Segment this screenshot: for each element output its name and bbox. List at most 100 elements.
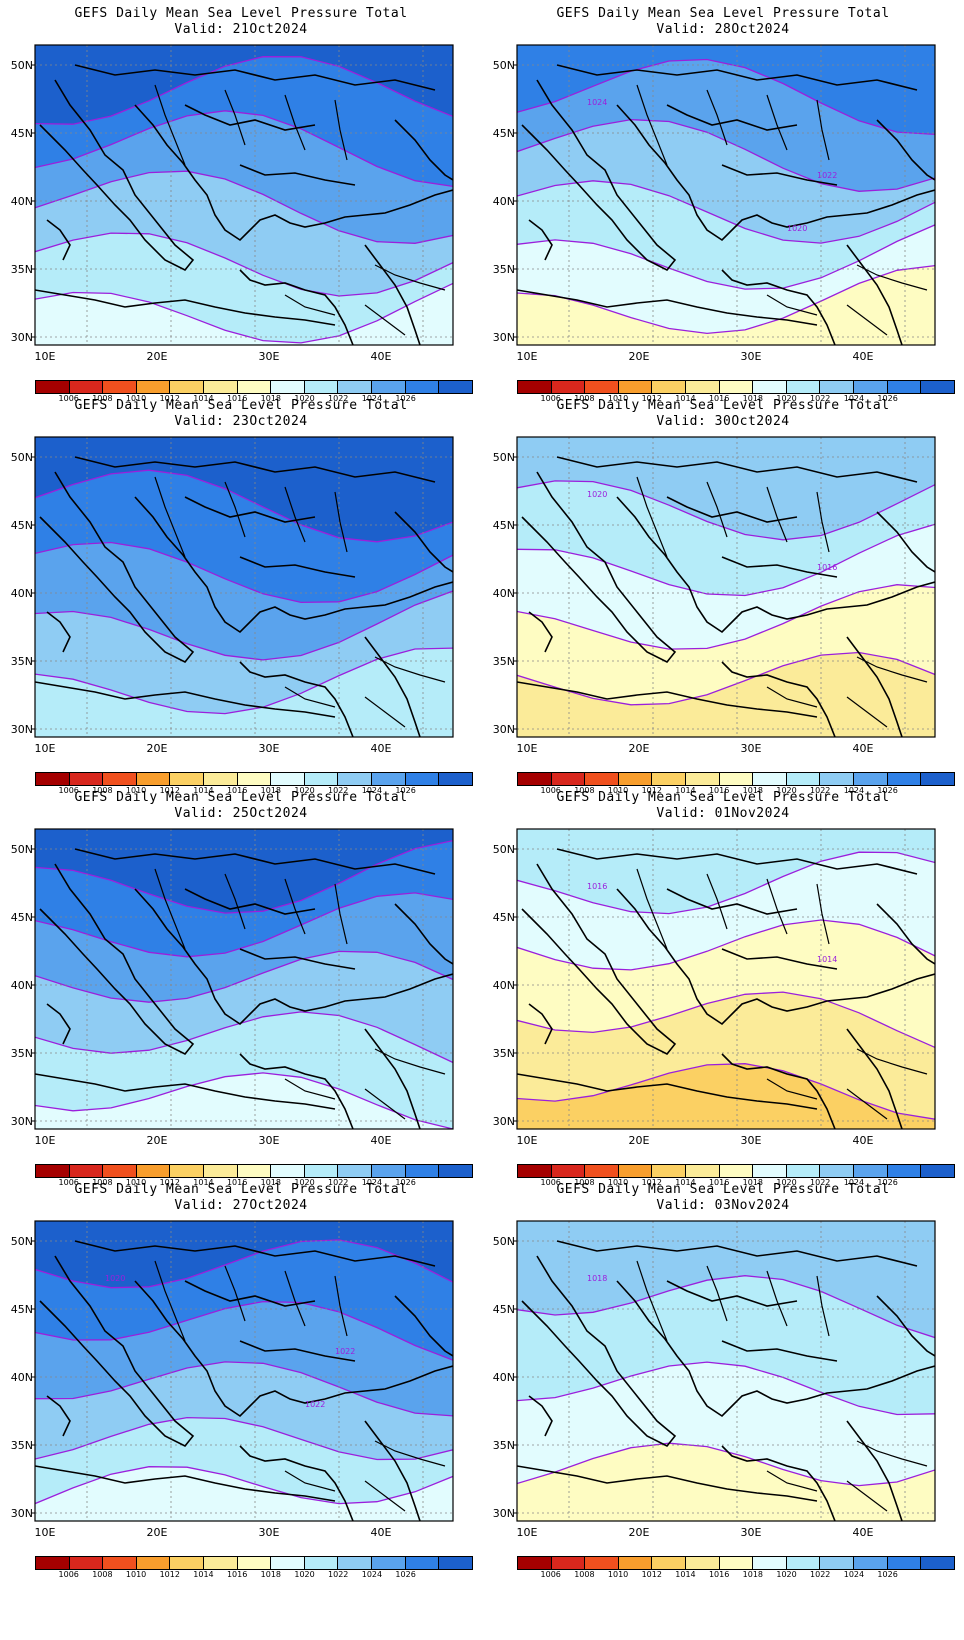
colorbar-swatch [719,1557,754,1569]
isobar-line [35,1416,453,1461]
coastline [521,471,677,664]
colorbar-label: 1014 [193,1178,214,1187]
longitude-label: 10E [517,1134,538,1147]
isobar-line [517,1442,935,1487]
colorbar-label: 1006 [58,394,79,403]
colorbar-label: 1012 [159,1178,180,1187]
coastline [721,556,838,578]
colorbar-label: 1008 [574,1178,595,1187]
colorbar-label: 1010 [125,394,147,403]
coastline [666,104,798,131]
latitude-label: 45N [493,1303,515,1316]
colorbar-swatch [551,773,586,785]
isobar-line [517,180,935,244]
colorbar [517,772,955,786]
colorbar-swatch [170,773,205,785]
colorbar-swatch [103,381,137,393]
colorbar-label: 1020 [776,1178,797,1187]
country-border [636,476,668,558]
coastline [134,888,453,1026]
coastline [521,863,677,1056]
longitude-label: 20E [147,742,168,755]
colorbar-swatch [921,1557,954,1569]
isobar-label: 1014 [817,955,837,964]
colorbar-swatch [136,1557,171,1569]
pressure-band [517,652,935,737]
isobar-line [35,590,453,661]
colorbar-label: 1022 [810,1178,831,1187]
colorbar-swatch [786,773,821,785]
pressure-band [35,1463,453,1521]
colorbar-label: 1010 [607,786,629,795]
coastline [616,1280,935,1418]
pressure-band [35,1071,453,1129]
isobar-line [517,1361,935,1416]
map-frame [516,44,936,346]
colorbar-swatch [585,381,619,393]
country-border [706,1265,728,1322]
longitude-label: 10E [517,742,538,755]
colorbar-label: 1016 [708,1178,730,1187]
map-frame [34,1220,454,1522]
colorbar-label: 1024 [361,1570,383,1579]
latitude-label: 30N [11,1507,33,1520]
coastline [721,948,838,970]
colorbar-swatch [551,1165,586,1177]
colorbar-swatch [618,381,653,393]
colorbar-swatch [103,773,137,785]
panel-title: GEFS Daily Mean Sea Level Pressure Total [556,398,890,413]
latitude-label: 40N [11,1371,33,1384]
coastline [517,681,818,718]
latitude-label: 40N [11,195,33,208]
latitude-label: 45N [11,911,33,924]
colorbar-label: 1016 [226,786,248,795]
country-border [154,868,186,950]
latitude-label: 45N [493,127,515,140]
coastline [46,611,71,653]
country-border [856,656,928,683]
longitude-label: 10E [517,1526,538,1539]
colorbar-swatch [271,1557,305,1569]
colorbar-swatch [204,773,238,785]
isobar-label: 1022 [817,171,837,180]
isobar-line [517,584,935,650]
country-border [766,1470,818,1492]
coastline [666,496,798,523]
colorbar-swatch [439,1557,472,1569]
colorbar-swatch [686,1165,720,1177]
isobar-line [35,56,453,125]
country-border [334,1275,348,1337]
country-border [816,99,830,161]
country-border [334,491,348,553]
colorbar-swatch [820,773,855,785]
country-border [154,476,186,558]
colorbar-label: 1012 [159,786,180,795]
pressure-band [517,1437,935,1521]
colorbar-swatch [338,381,373,393]
coastline [616,888,935,1026]
coastline [74,456,436,483]
coastline [46,1395,71,1437]
colorbar-label: 1006 [58,786,79,795]
colorbar-label: 1014 [193,1570,214,1579]
coastline [239,1445,354,1521]
colorbar-label: 1016 [708,394,730,403]
colorbar-swatch [271,773,305,785]
coastline [517,1073,818,1110]
panel-title: GEFS Daily Mean Sea Level Pressure Total [556,790,890,805]
coastline [721,1053,836,1129]
latitude-label: 30N [11,331,33,344]
colorbar [517,380,955,394]
longitude-label: 20E [629,742,650,755]
colorbar-swatch [753,1165,787,1177]
longitude-label: 20E [629,1134,650,1147]
country-border [334,99,348,161]
colorbar-swatch [204,1165,238,1177]
colorbar-swatch [753,381,787,393]
country-border [856,1440,928,1467]
country-border [766,94,788,151]
colorbar-swatch [551,381,586,393]
colorbar-swatch [338,773,373,785]
